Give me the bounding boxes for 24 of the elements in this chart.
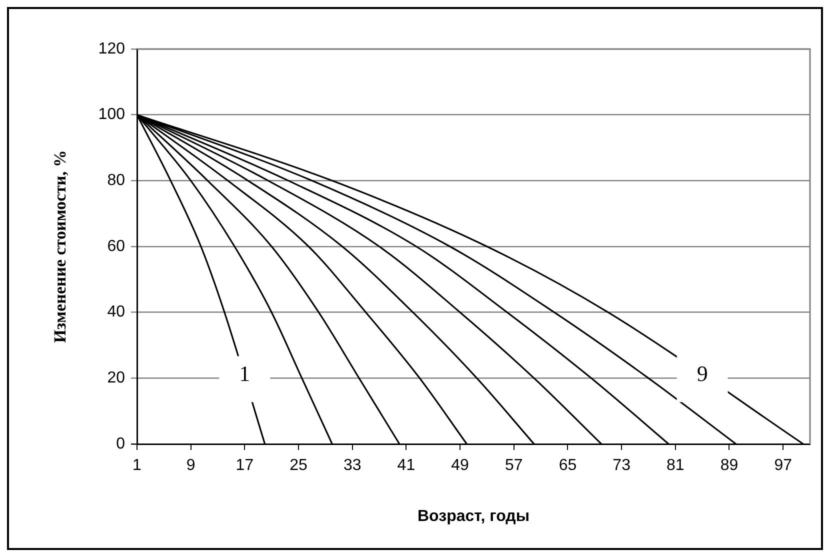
x-tick-label: 17: [236, 457, 254, 474]
x-tick-label: 1: [132, 457, 142, 474]
annotation: 1: [239, 360, 250, 386]
x-tick-label: 33: [343, 457, 362, 474]
x-tick-label: 57: [504, 457, 523, 474]
x-tick-label: 9: [186, 457, 196, 474]
y-tick-label: 120: [98, 40, 126, 58]
x-tick-label: 49: [451, 457, 470, 474]
x-tick-label: 73: [612, 457, 631, 474]
annotation: 9: [696, 360, 708, 386]
x-tick-label: 41: [397, 457, 416, 474]
y-tick-label: 40: [107, 304, 126, 321]
x-tick-label: 25: [290, 457, 308, 474]
x-tick-label: 65: [558, 457, 577, 474]
x-tick-label: 89: [720, 457, 738, 474]
x-tick-label: 97: [774, 457, 792, 474]
x-tick-label: 81: [666, 457, 684, 474]
y-tick-label: 100: [98, 106, 126, 124]
y-axis-title: Изменение стоимости, %: [50, 150, 70, 343]
y-tick-label: 60: [107, 238, 126, 255]
y-tick-label: 20: [107, 370, 126, 387]
x-axis-title: Возраст, годы: [418, 508, 530, 525]
y-tick-label: 0: [116, 435, 126, 452]
y-tick-label: 80: [107, 172, 126, 190]
